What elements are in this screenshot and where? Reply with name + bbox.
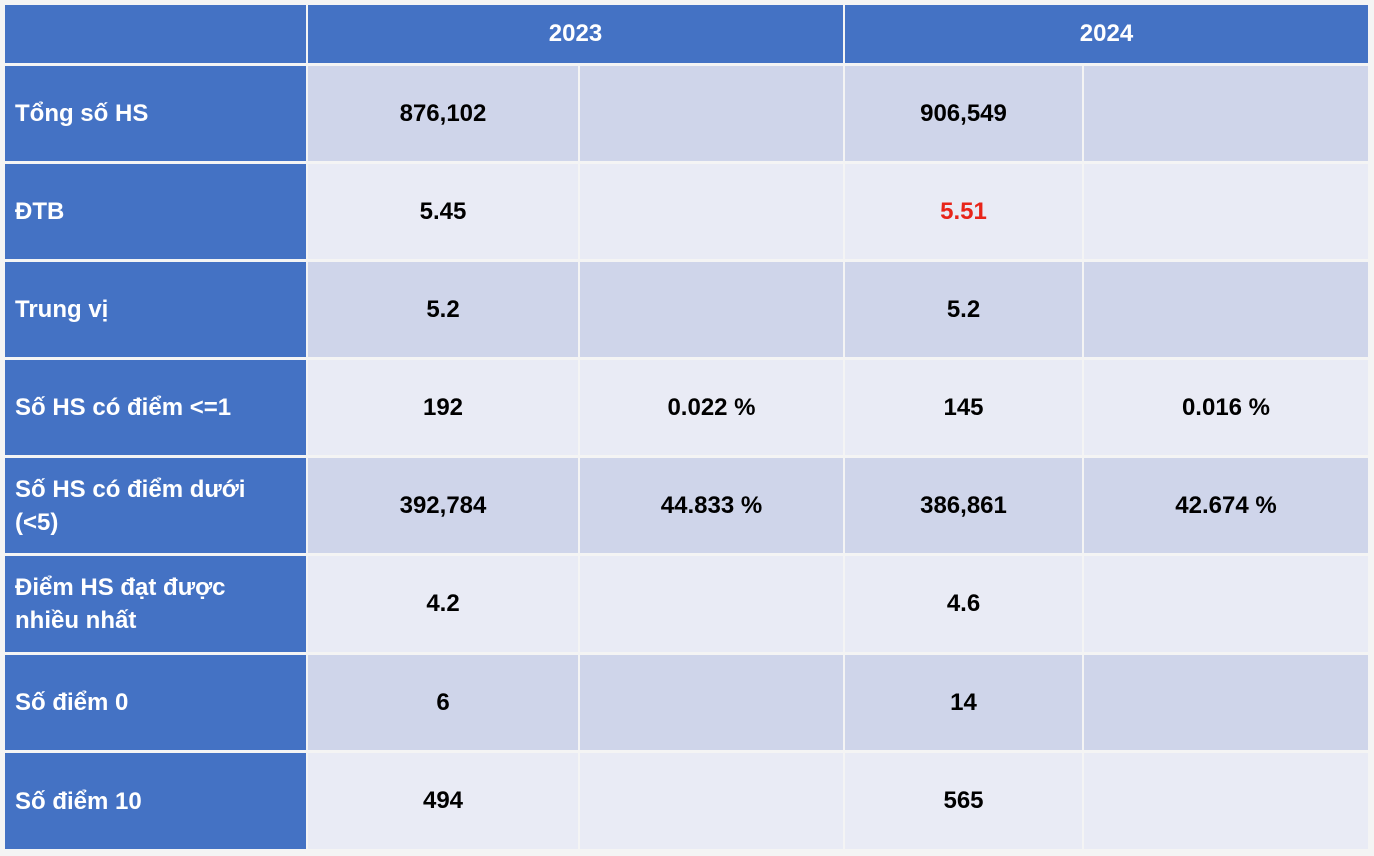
value-cell	[1084, 262, 1368, 357]
value-cell: 5.45	[308, 164, 578, 259]
value-cell	[580, 556, 843, 652]
row-label: ĐTB	[5, 164, 306, 259]
value-cell-text: 386,861	[920, 491, 1007, 519]
value-cell: 0.022 %	[580, 360, 843, 455]
value-cell: 5.2	[845, 262, 1082, 357]
year-header: 2024	[845, 5, 1368, 63]
value-cell-text: 876,102	[399, 99, 487, 127]
row-label: Trung vị	[5, 262, 306, 357]
value-cell	[580, 262, 843, 357]
value-cell: 494	[308, 753, 578, 849]
value-cell	[580, 164, 843, 259]
value-cell: 5.51	[845, 164, 1082, 259]
row-label-text: Số HS có điểm <=1	[15, 394, 232, 421]
value-cell	[580, 66, 843, 161]
value-cell: 44.833 %	[580, 458, 843, 553]
value-cell-text: 145	[943, 393, 984, 421]
value-cell-text: 5.51	[940, 197, 987, 225]
row-label: Số HS có điểm <=1	[5, 360, 306, 455]
value-cell: 192	[308, 360, 578, 455]
value-cell-text: 192	[422, 393, 464, 421]
value-cell-text: 6	[436, 688, 450, 716]
year-header-text: 2024	[1079, 20, 1134, 47]
value-cell	[1084, 753, 1368, 849]
row-label-text: ĐTB	[15, 198, 65, 225]
value-cell: 42.674 %	[1084, 458, 1368, 553]
value-cell	[1084, 66, 1368, 161]
value-cell-text: 44.833 %	[660, 491, 763, 519]
value-cell: 145	[845, 360, 1082, 455]
value-cell-text: 0.022 %	[667, 393, 756, 421]
value-cell: 386,861	[845, 458, 1082, 553]
value-cell	[1084, 556, 1368, 652]
value-cell: 876,102	[308, 66, 578, 161]
year-header-text: 2023	[548, 20, 603, 47]
row-label: Tổng số HS	[5, 66, 306, 161]
row-label-text: Số điểm 0	[15, 689, 129, 716]
value-cell-text: 392,784	[399, 491, 487, 519]
row-label-text: Số điểm 10	[15, 787, 142, 815]
row-label-text: Điểm HS đạt được nhiều nhất	[15, 574, 226, 634]
row-label-text: Số HS có điểm dưới (<5)	[15, 475, 246, 536]
value-cell: 14	[845, 655, 1082, 750]
value-cell-text: 494	[422, 787, 464, 814]
row-label-text: Trung vị	[15, 296, 109, 323]
value-cell-text: 5.2	[946, 295, 981, 323]
value-cell	[580, 753, 843, 849]
row-label: Số HS có điểm dưới (<5)	[5, 458, 306, 553]
value-cell-text: 5.45	[419, 197, 467, 225]
value-cell: 906,549	[845, 66, 1082, 161]
value-cell-text: 5.2	[426, 295, 460, 323]
value-cell: 565	[845, 753, 1082, 849]
value-cell: 6	[308, 655, 578, 750]
value-cell	[1084, 655, 1368, 750]
header-corner	[5, 5, 306, 63]
value-cell-text: 4.6	[946, 590, 981, 617]
value-cell: 4.2	[308, 556, 578, 652]
value-cell-text: 14	[950, 688, 977, 716]
value-cell-text: 565	[943, 787, 984, 814]
value-cell	[1084, 164, 1368, 259]
value-cell-text: 0.016 %	[1181, 393, 1271, 421]
value-cell: 4.6	[845, 556, 1082, 652]
value-cell-text: 42.674 %	[1175, 491, 1277, 519]
value-cell	[580, 655, 843, 750]
value-cell-text: 4.2	[426, 590, 460, 617]
row-label: Số điểm 0	[5, 655, 306, 750]
row-label: Số điểm 10	[5, 753, 306, 849]
value-cell: 0.016 %	[1084, 360, 1368, 455]
row-label: Điểm HS đạt được nhiều nhất	[5, 556, 306, 652]
value-cell: 392,784	[308, 458, 578, 553]
year-header: 2023	[308, 5, 843, 63]
row-label-text: Tổng số HS	[15, 100, 149, 127]
value-cell: 5.2	[308, 262, 578, 357]
value-cell-text: 906,549	[920, 99, 1007, 127]
